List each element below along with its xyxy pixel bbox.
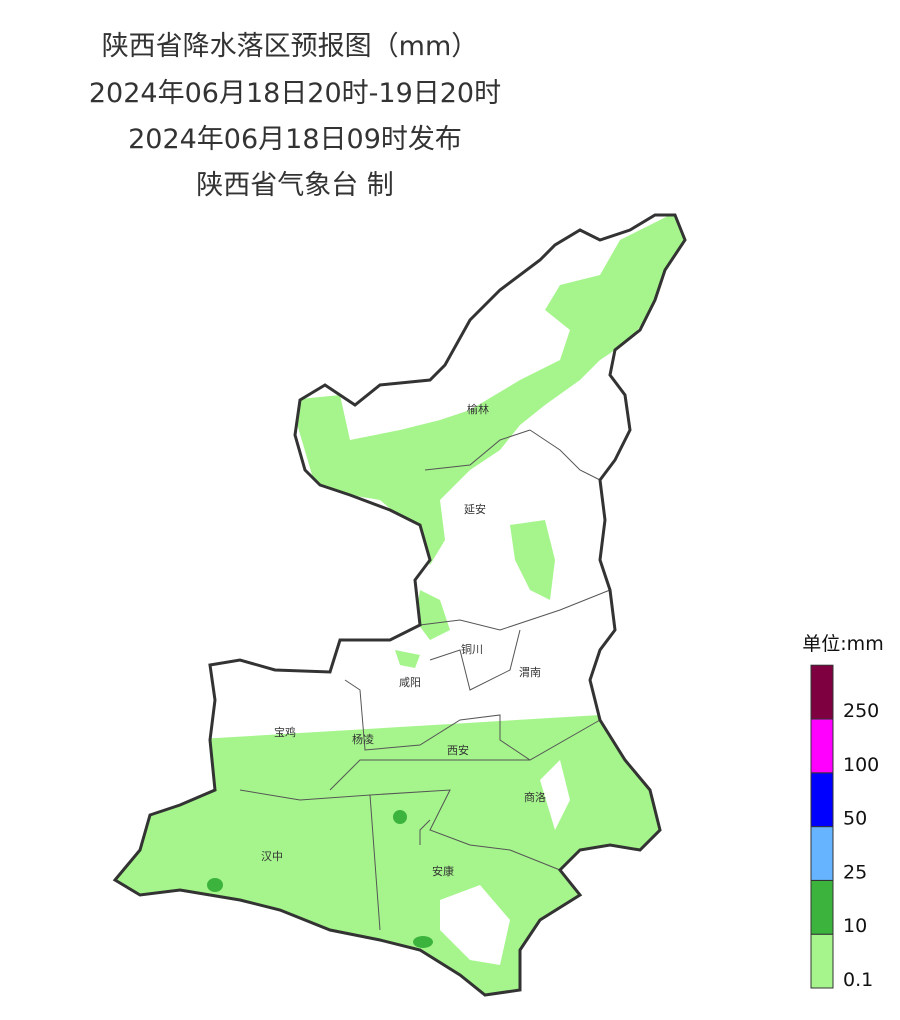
city-label: 商洛 xyxy=(524,790,546,804)
precip-areas xyxy=(115,215,685,995)
city-label: 宝鸡 xyxy=(274,725,296,739)
legend-title: 单位:mm xyxy=(802,633,883,655)
legend: 单位:mm 0.1 10 25 50 100 250 xyxy=(802,633,883,991)
city-boundaries xyxy=(239,429,611,931)
legend-label: 100 xyxy=(843,754,879,776)
issuer: 陕西省气象台 制 xyxy=(196,170,394,201)
legend-swatch xyxy=(810,879,834,935)
legend-label: 10 xyxy=(843,915,867,937)
city-label: 铜川 xyxy=(461,642,483,656)
legend-swatch xyxy=(810,772,834,828)
city-label: 渭南 xyxy=(519,666,541,679)
legend-label: 0.1 xyxy=(843,969,873,991)
legend-label: 50 xyxy=(843,808,867,830)
city-label: 西安 xyxy=(447,743,469,757)
city-label: 汉中 xyxy=(261,850,283,863)
legend-swatch xyxy=(810,718,834,774)
legend-label: 25 xyxy=(843,861,867,883)
legend-swatch xyxy=(810,664,834,720)
title-block: 陕西省降水落区预报图（mm） 2024年06月18日20时-19日20时 202… xyxy=(89,31,501,201)
rain-area xyxy=(115,715,680,995)
issued: 2024年06月18日09时发布 xyxy=(128,124,462,155)
legend-swatch xyxy=(810,826,834,881)
legend-label: 250 xyxy=(843,700,879,722)
title: 陕西省降水落区预报图（mm） xyxy=(102,31,479,62)
rain-area xyxy=(290,215,685,565)
province-outline xyxy=(112,213,687,997)
city-label: 延安 xyxy=(464,502,486,516)
city-label: 榆林 xyxy=(467,402,489,416)
city-label: 咸阳 xyxy=(399,676,421,689)
period: 2024年06月18日20时-19日20时 xyxy=(89,78,501,109)
city-label: 杨凌 xyxy=(352,732,374,746)
dry-area xyxy=(240,680,570,965)
city-label: 安康 xyxy=(432,864,454,878)
legend-swatch xyxy=(810,933,834,989)
